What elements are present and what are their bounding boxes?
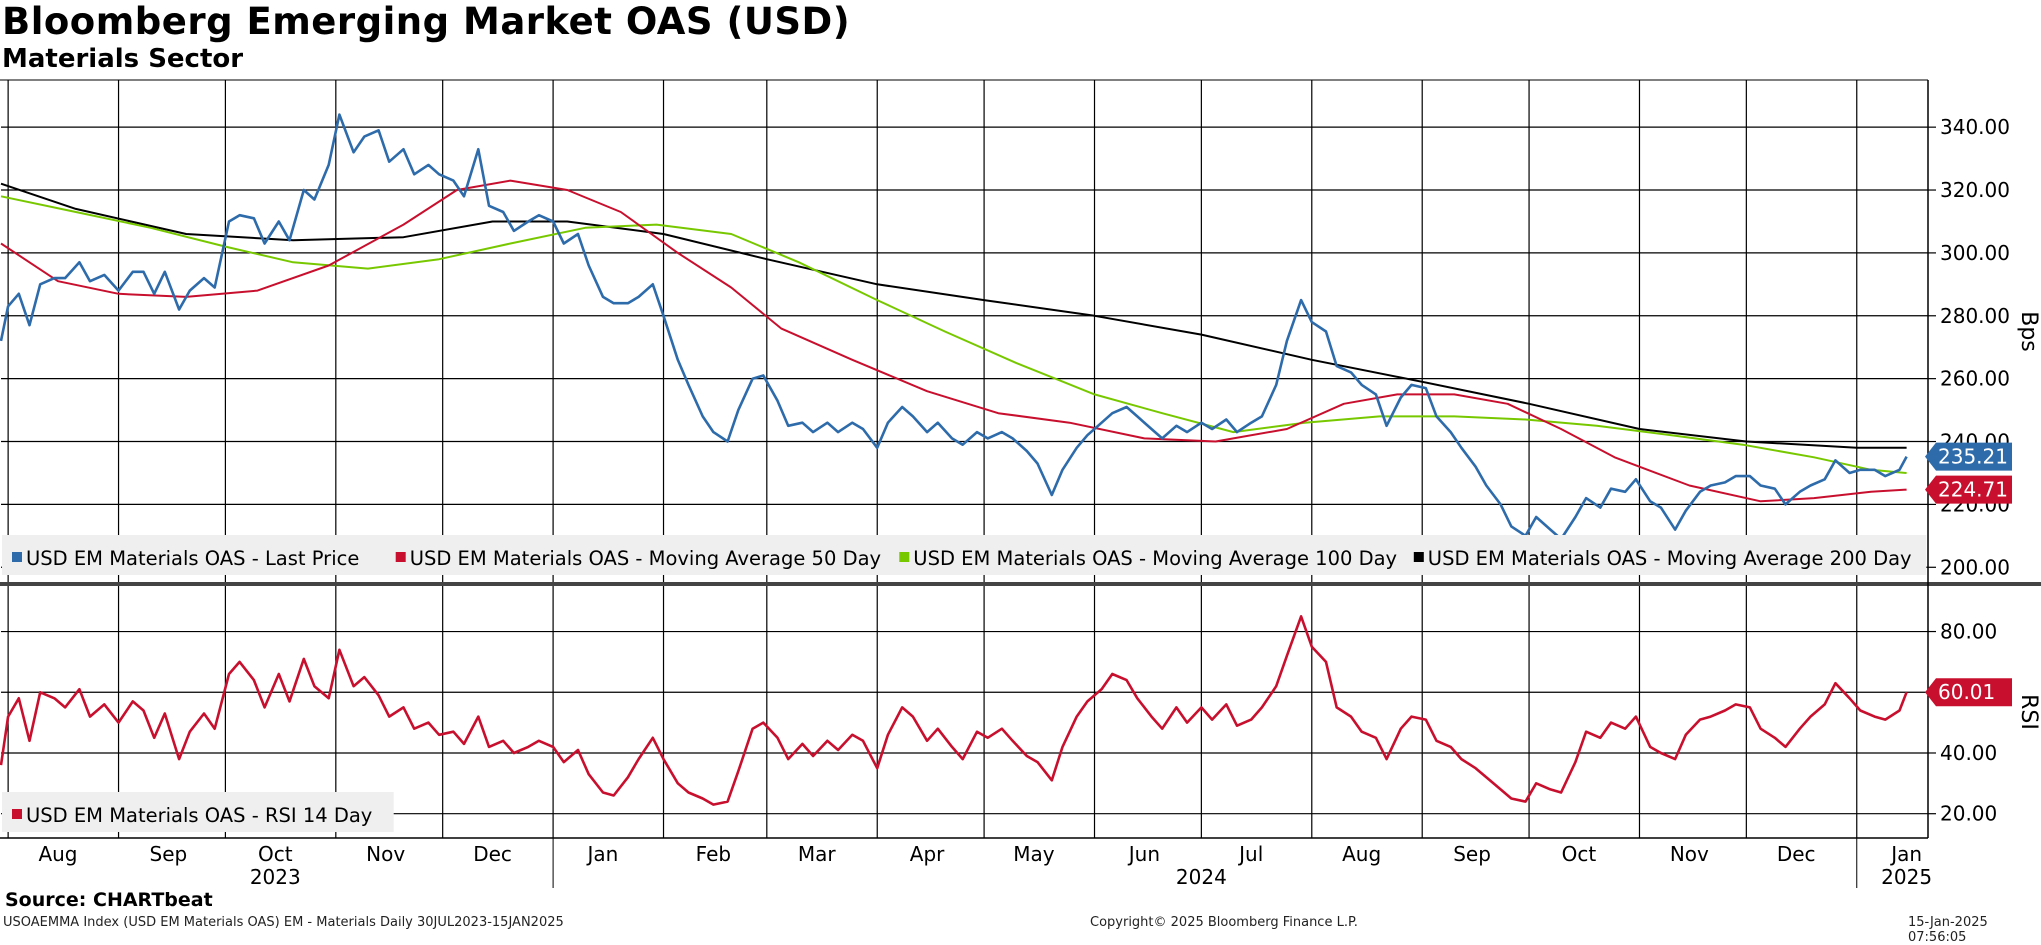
- x-tick-label: Jan: [586, 842, 619, 866]
- y-axis-label: Bps: [2016, 311, 2041, 352]
- x-tick-label: Mar: [798, 842, 837, 866]
- x-tick-label: May: [1013, 842, 1055, 866]
- legend-background: [2, 535, 1927, 575]
- timestamp: 15-Jan-2025 07:56:05: [1908, 915, 1988, 945]
- legend-swatch: [1413, 552, 1424, 562]
- legend-entry: USD EM Materials OAS - Last Price: [26, 547, 359, 570]
- y-tick-label: 200.00: [1940, 555, 2010, 579]
- legend-entry: USD EM Materials OAS - Moving Average 50…: [410, 547, 881, 570]
- x-year-label: 2023: [250, 865, 301, 889]
- copyright: Copyright© 2025 Bloomberg Finance L.P.: [1090, 915, 1358, 930]
- series-layer: [0, 113, 1908, 806]
- last-value-tag: 60.01: [1925, 678, 2012, 707]
- x-tick-label: Apr: [910, 842, 945, 866]
- x-tick-label: Dec: [473, 842, 512, 866]
- last-value-tag-bg: [1925, 475, 2012, 504]
- legend-background: [2, 792, 394, 832]
- y-axis-label: RSI: [2016, 694, 2041, 730]
- last-value-tag: 224.71: [1925, 475, 2012, 504]
- legend-entry: USD EM Materials OAS - Moving Average 10…: [913, 547, 1397, 570]
- x-tick-label: Jan: [1889, 842, 1922, 866]
- y-tick-label: 40.00: [1940, 741, 1997, 765]
- x-tick-label: Jul: [1237, 842, 1263, 866]
- ticker-info: USOAEMMA Index (USD EM Materials OAS) EM…: [3, 915, 564, 930]
- legend-swatch: [12, 552, 22, 562]
- legend-entry: USD EM Materials OAS - RSI 14 Day: [26, 804, 372, 827]
- last-value-tag-bg: [1925, 678, 2012, 707]
- legend-swatch: [899, 552, 910, 562]
- x-tick-label: Nov: [366, 842, 405, 866]
- legend-layer: USD EM Materials OAS - Last Price USD EM …: [2, 535, 1927, 832]
- x-tick-label: Aug: [1342, 842, 1381, 866]
- y-tick-label: 80.00: [1940, 620, 1997, 644]
- last-value-tag-bg: [1925, 442, 2012, 471]
- y-tick-label: 260.00: [1940, 367, 2010, 391]
- x-tick-label: Nov: [1670, 842, 1709, 866]
- price-legend: USD EM Materials OAS - Last Price USD EM …: [2, 535, 1927, 575]
- chart-subtitle: Materials Sector: [2, 44, 244, 74]
- x-tick-label: Feb: [696, 842, 731, 866]
- x-tick-label: Aug: [38, 842, 77, 866]
- x-tick-label: Dec: [1777, 842, 1816, 866]
- y-tick-label: 20.00: [1940, 802, 1997, 826]
- last-value-tag: 235.21: [1925, 442, 2012, 471]
- x-tick-label: Sep: [1453, 842, 1491, 866]
- y-tick-label: 300.00: [1940, 241, 2010, 265]
- x-tick-label: Oct: [258, 842, 293, 866]
- x-year-label: 2024: [1176, 865, 1227, 889]
- y-tick-label: 280.00: [1940, 304, 2010, 328]
- series-line: [0, 615, 1908, 806]
- x-year-label: 2025: [1881, 865, 1932, 889]
- source-label: Source: CHARTbeat: [5, 889, 213, 911]
- x-tick-label: Jun: [1127, 842, 1160, 866]
- series-line: [0, 179, 1907, 503]
- legend-entry: USD EM Materials OAS - Moving Average 20…: [1428, 547, 1912, 570]
- x-tick-label: Oct: [1562, 842, 1597, 866]
- y-tick-label: 340.00: [1940, 115, 2010, 139]
- last-value-tag-text: 60.01: [1938, 680, 1995, 704]
- chart-title: Bloomberg Emerging Market OAS (USD): [2, 0, 851, 43]
- last-value-tag-text: 224.71: [1938, 478, 2008, 502]
- series-line: [0, 182, 1907, 449]
- axes-layer: 200.00220.00240.00260.00280.00300.00320.…: [0, 79, 2041, 889]
- last-value-tag-text: 235.21: [1938, 445, 2008, 469]
- last-value-tags: 235.21 224.71 60.01: [1925, 442, 2012, 707]
- legend-swatch: [12, 809, 22, 819]
- rsi-legend: USD EM Materials OAS - RSI 14 Day: [2, 792, 394, 832]
- series-line: [0, 113, 1908, 541]
- y-tick-label: 320.00: [1940, 178, 2010, 202]
- x-tick-label: Sep: [150, 842, 188, 866]
- legend-swatch: [395, 552, 406, 562]
